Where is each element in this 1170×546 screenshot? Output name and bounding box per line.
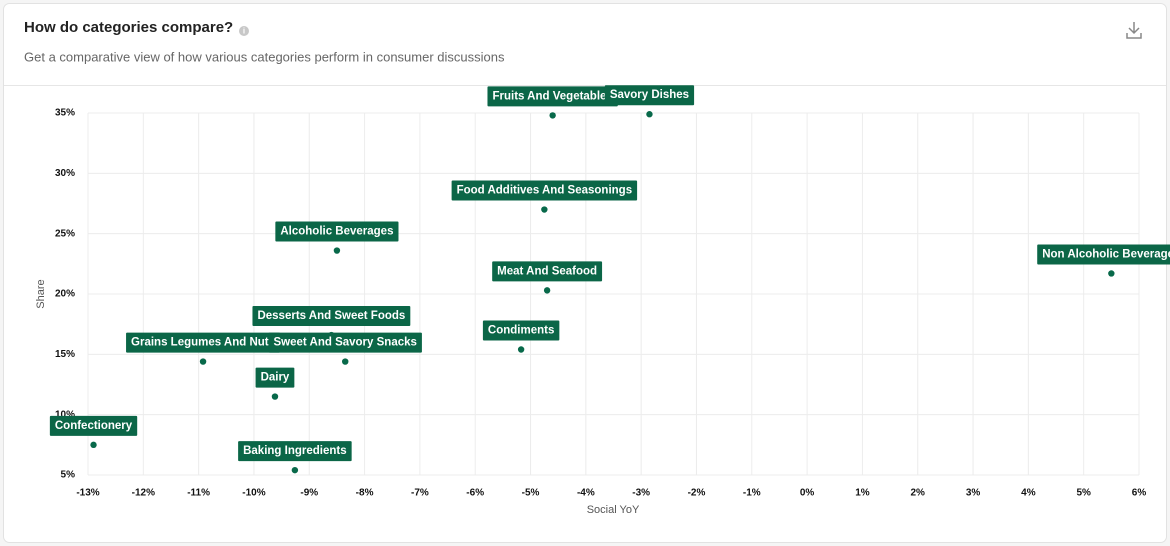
x-tick-label: -13% <box>76 488 99 499</box>
point-label-text: Alcoholic Beverages <box>280 226 393 238</box>
point-label-text: Non Alcoholic Beverages <box>1042 249 1170 261</box>
x-tick-label: -9% <box>300 488 318 499</box>
download-icon[interactable] <box>1126 22 1142 39</box>
y-tick-label: 30% <box>55 168 75 179</box>
data-point <box>271 393 279 400</box>
y-axis-title: Share <box>35 279 47 308</box>
data-point <box>291 466 299 474</box>
x-tick-label: -4% <box>577 488 595 499</box>
point-label-box <box>126 332 281 353</box>
x-tick-label: -1% <box>743 488 761 499</box>
point-label-box <box>1037 244 1170 265</box>
point-label: Baking Ingredients <box>238 441 352 462</box>
info-icon[interactable] <box>239 26 249 36</box>
point-label-text: Savory Dishes <box>610 89 689 101</box>
point-label-box <box>492 261 603 282</box>
point-label-box <box>255 367 295 388</box>
point-label-text: Fruits And Vegetables <box>492 90 612 102</box>
point-label-text: Food Additives And Seasonings <box>457 185 633 197</box>
point-label-box <box>252 306 411 327</box>
x-tick-label: 3% <box>966 488 981 499</box>
y-tick-label: 15% <box>55 349 75 360</box>
x-tick-label: 5% <box>1076 488 1091 499</box>
data-point <box>549 112 556 119</box>
point-label-box <box>275 221 399 242</box>
info-icon-glyph: i <box>243 27 245 36</box>
point-label: Alcoholic Beverages <box>275 221 399 242</box>
point-label-box <box>451 180 638 201</box>
point-label-box <box>49 415 138 436</box>
x-tick-label: -12% <box>132 488 155 499</box>
y-tick-label: 25% <box>55 228 75 239</box>
point-label: Sweet And Savory Snacks <box>268 332 422 353</box>
point-label-box <box>487 86 618 107</box>
data-point <box>541 206 548 213</box>
data-point <box>646 111 653 118</box>
x-tick-label: 1% <box>855 488 870 499</box>
data-point <box>333 247 341 254</box>
point-label-text: Dairy <box>261 372 290 384</box>
x-axis-title: Social YoY <box>587 504 640 516</box>
data-point <box>342 358 349 365</box>
x-tick-label: -8% <box>356 488 374 499</box>
point-label-box <box>238 441 352 462</box>
chart-subtitle: Get a comparative view of how various ca… <box>24 49 505 64</box>
point-label-text: Baking Ingredients <box>243 445 347 457</box>
x-tick-label: 6% <box>1132 488 1147 499</box>
point-label-text: Desserts And Sweet Foods <box>257 310 405 322</box>
x-tick-label: -11% <box>187 488 210 499</box>
x-tick-label: 2% <box>911 488 926 499</box>
point-label: Non Alcoholic Beverages <box>1037 244 1170 265</box>
data-point <box>199 358 207 365</box>
data-point <box>517 346 525 353</box>
point-label-text: Confectionery <box>55 420 133 432</box>
x-tick-label: -5% <box>522 488 540 499</box>
point-label-box <box>268 332 422 353</box>
point-label-text: Meat And Seafood <box>497 265 597 277</box>
point-label: Savory Dishes <box>604 85 695 106</box>
point-label-text: Condiments <box>488 325 554 337</box>
data-point <box>1108 270 1115 277</box>
point-label: Food Additives And Seasonings <box>451 180 638 201</box>
point-label-box <box>482 320 560 341</box>
x-tick-label: -6% <box>466 488 484 499</box>
data-point <box>543 287 551 294</box>
point-label-box <box>604 85 695 106</box>
x-tick-label: 0% <box>800 488 815 499</box>
y-tick-label: 35% <box>55 108 75 119</box>
point-label: Desserts And Sweet Foods <box>252 306 411 327</box>
point-label: Condiments <box>482 320 560 341</box>
grid <box>87 112 1140 476</box>
data-point <box>90 441 97 449</box>
point-label-text: Grains Legumes And Nuts <box>131 337 275 349</box>
y-tick-label: 20% <box>55 289 75 300</box>
point-label: Grains Legumes And Nuts <box>126 332 281 353</box>
point-label-text: Sweet And Savory Snacks <box>274 337 417 349</box>
point-label: Meat And Seafood <box>492 261 603 282</box>
y-tick-label: 10% <box>55 409 75 420</box>
point-label: Dairy <box>255 367 295 388</box>
x-tick-label: -7% <box>411 488 429 499</box>
x-tick-label: -10% <box>242 488 265 499</box>
download-glyph <box>1126 22 1142 39</box>
x-tick-label: -3% <box>632 488 650 499</box>
point-label: Fruits And Vegetables <box>487 86 618 107</box>
y-tick-label: 5% <box>61 470 76 481</box>
chart-title: How do categories compare? <box>24 19 233 36</box>
x-tick-label: -2% <box>688 488 706 499</box>
x-tick-label: 4% <box>1021 488 1036 499</box>
point-label: Confectionery <box>49 415 138 436</box>
